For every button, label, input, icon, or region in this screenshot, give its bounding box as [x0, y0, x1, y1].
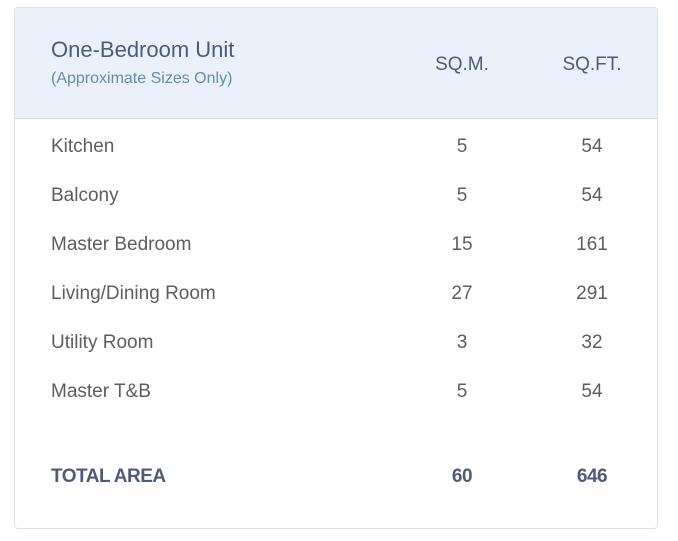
room-name: Master T&B: [51, 381, 151, 402]
total-sqm: 60: [451, 466, 473, 487]
table-header: One-Bedroom Unit (Approximate Sizes Only…: [15, 8, 657, 119]
room-name: Living/Dining Room: [51, 283, 216, 304]
table-row: Master Bedroom 15 161: [15, 234, 657, 264]
room-sqft: 54: [581, 185, 603, 206]
room-sqm: 3: [456, 332, 468, 353]
room-sqft: 54: [581, 136, 603, 157]
room-sqm: 5: [456, 185, 468, 206]
room-sqm: 15: [451, 234, 473, 255]
total-row: TOTAL AREA 60 646: [15, 466, 657, 496]
column-header-sqm: SQ.M.: [435, 54, 489, 75]
room-sqm: 27: [451, 283, 473, 304]
total-sqft: 646: [576, 466, 608, 487]
room-sqm: 5: [456, 136, 468, 157]
table-row: Kitchen 5 54: [15, 136, 657, 166]
unit-size-card: One-Bedroom Unit (Approximate Sizes Only…: [14, 7, 658, 529]
table-row: Living/Dining Room 27 291: [15, 283, 657, 313]
room-sqft: 161: [576, 234, 608, 255]
room-name: Kitchen: [51, 136, 115, 157]
table-row: Master T&B 5 54: [15, 381, 657, 411]
room-sqft: 32: [581, 332, 603, 353]
room-sqm: 5: [456, 381, 468, 402]
unit-subtitle: (Approximate Sizes Only): [51, 70, 233, 87]
column-header-sqft: SQ.FT.: [562, 54, 622, 75]
table-row: Utility Room 3 32: [15, 332, 657, 362]
room-name: Utility Room: [51, 332, 154, 353]
room-name: Master Bedroom: [51, 234, 192, 255]
room-sqft: 291: [576, 283, 608, 304]
room-name: Balcony: [51, 185, 119, 206]
room-sqft: 54: [581, 381, 603, 402]
unit-title: One-Bedroom Unit: [51, 37, 235, 62]
table-row: Balcony 5 54: [15, 185, 657, 215]
total-label: TOTAL AREA: [51, 466, 166, 487]
